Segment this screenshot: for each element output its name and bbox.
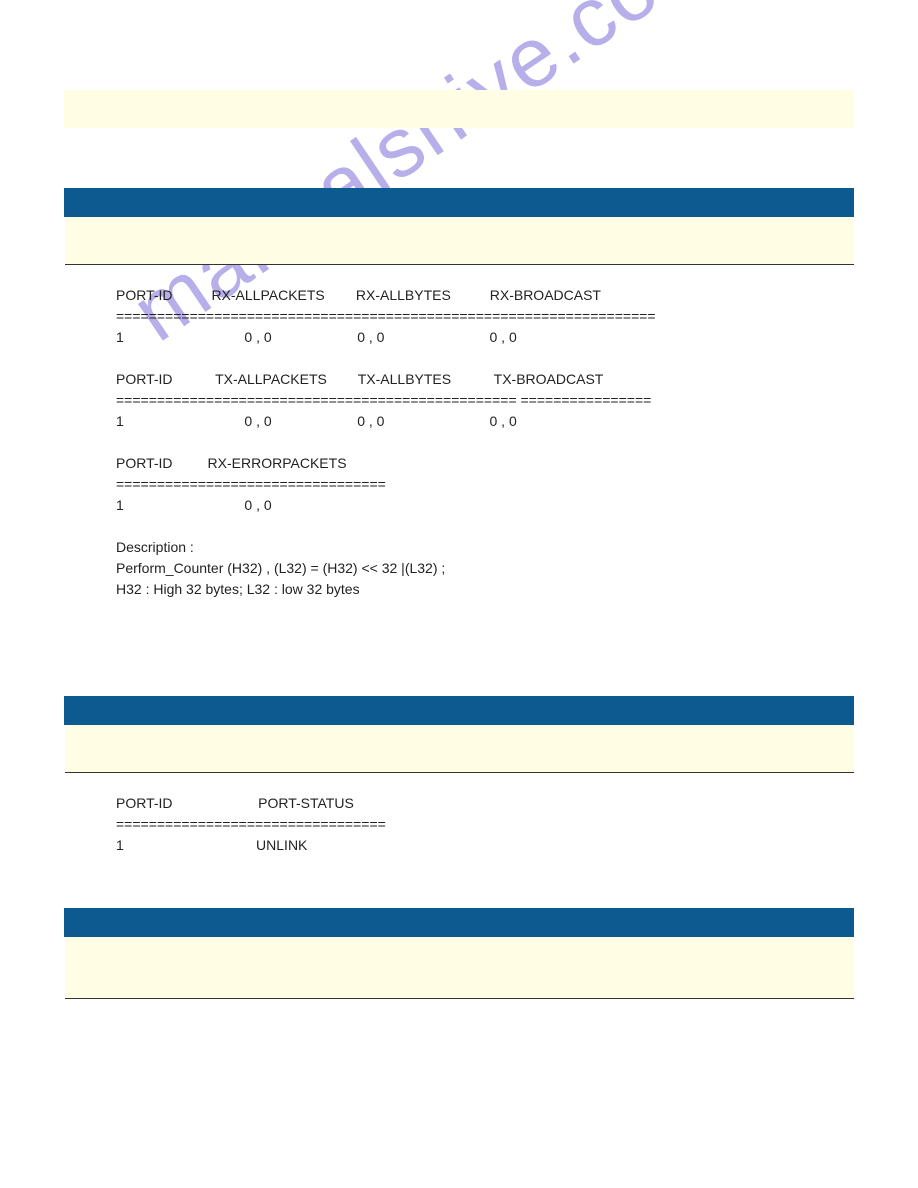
- table-cell: [617, 217, 854, 265]
- table-header: [65, 697, 302, 725]
- tx-header-portid: PORT-ID: [116, 371, 173, 387]
- rx-header-allpackets: RX-ALLPACKETS: [211, 287, 324, 303]
- description-formula: Perform_Counter (H32) , (L32) = (H32) <<…: [116, 560, 445, 576]
- table-header-row: [65, 909, 854, 937]
- table-header-row: [65, 697, 854, 725]
- table-header-row: [65, 189, 854, 217]
- tx-header-allpackets: TX-ALLPACKETS: [215, 371, 327, 387]
- command-table-3: [64, 908, 854, 999]
- counter-output: PORT-ID RX-ALLPACKETS RX-ALLBYTES RX-BRO…: [116, 285, 854, 600]
- table-header: [65, 189, 302, 217]
- table-header: [617, 189, 854, 217]
- table-cell: [65, 937, 302, 999]
- rx-header-portid: PORT-ID: [116, 287, 173, 303]
- err-header-portid: PORT-ID: [116, 455, 173, 471]
- table-cell: [65, 217, 302, 265]
- rx-header-broadcast: RX-BROADCAST: [490, 287, 601, 303]
- status-value: UNLINK: [256, 837, 307, 853]
- table-header: [65, 909, 302, 937]
- table-header: [301, 697, 617, 725]
- command-table-2: [64, 696, 854, 773]
- page-content: PORT-ID RX-ALLPACKETS RX-ALLBYTES RX-BRO…: [0, 0, 918, 1079]
- tx-separator: ========================================…: [116, 392, 651, 408]
- table-header: [617, 697, 854, 725]
- status-portid: 1: [116, 837, 124, 853]
- top-banner: [64, 90, 854, 128]
- table-cell: [301, 937, 617, 999]
- table-row: [65, 217, 854, 265]
- table-cell: [617, 937, 854, 999]
- table-cell: [65, 725, 302, 773]
- spacer: [64, 600, 854, 696]
- rx-allpackets: 0 , 0: [244, 329, 271, 345]
- table-header: [617, 909, 854, 937]
- table-cell: [617, 725, 854, 773]
- tx-header-broadcast: TX-BROADCAST: [494, 371, 604, 387]
- description-label: Description :: [116, 539, 194, 555]
- table-cell: [301, 217, 617, 265]
- rx-broadcast: 0 , 0: [490, 329, 517, 345]
- rx-separator: ========================================…: [116, 308, 656, 324]
- tx-allbytes: 0 , 0: [357, 413, 384, 429]
- table-header: [301, 189, 617, 217]
- status-header-label: PORT-STATUS: [258, 795, 354, 811]
- status-separator: =================================: [116, 816, 386, 832]
- port-status-output: PORT-ID PORT-STATUS ====================…: [116, 793, 854, 856]
- tx-broadcast: 0 , 0: [490, 413, 517, 429]
- table-cell: [301, 725, 617, 773]
- description-legend: H32 : High 32 bytes; L32 : low 32 bytes: [116, 581, 360, 597]
- tx-portid: 1: [116, 413, 124, 429]
- rx-header-allbytes: RX-ALLBYTES: [356, 287, 451, 303]
- status-header-portid: PORT-ID: [116, 795, 173, 811]
- table-row: [65, 937, 854, 999]
- tx-header-allbytes: TX-ALLBYTES: [358, 371, 451, 387]
- rx-allbytes: 0 , 0: [357, 329, 384, 345]
- table-row: [65, 725, 854, 773]
- spacer: [64, 856, 854, 908]
- rx-portid: 1: [116, 329, 124, 345]
- err-value: 0 , 0: [244, 497, 271, 513]
- command-table-1: [64, 188, 854, 265]
- tx-allpackets: 0 , 0: [244, 413, 271, 429]
- err-header-label: RX-ERRORPACKETS: [208, 455, 347, 471]
- table-header: [301, 909, 617, 937]
- err-separator: =================================: [116, 476, 386, 492]
- err-portid: 1: [116, 497, 124, 513]
